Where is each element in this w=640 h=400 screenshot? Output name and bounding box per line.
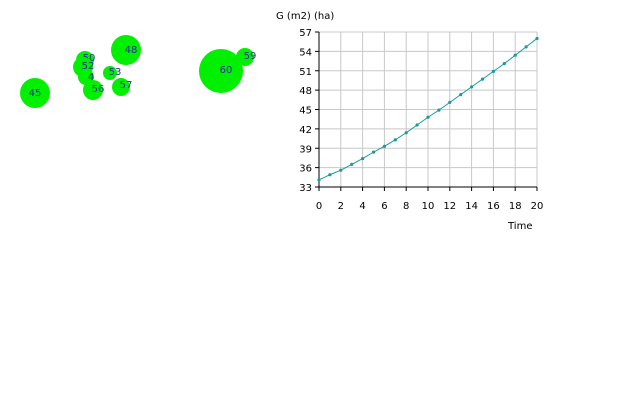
data-point <box>535 36 539 41</box>
tree-crown <box>112 78 130 96</box>
data-point <box>328 173 332 177</box>
tree-label: 4 <box>88 72 94 83</box>
data-point <box>404 131 408 135</box>
tree-crown <box>199 49 243 93</box>
y-tick-label: 54 <box>299 47 312 58</box>
y-axis-title: G (m2) (ha) <box>276 11 334 22</box>
data-point <box>470 85 474 89</box>
data-point <box>448 100 452 104</box>
data-point <box>415 123 419 127</box>
tree-48: 48 <box>111 35 141 65</box>
x-tick-label: 2 <box>338 201 344 212</box>
data-point <box>513 53 517 57</box>
y-tick-label: 51 <box>299 67 312 78</box>
data-point <box>382 144 386 148</box>
x-tick-label: 12 <box>443 201 456 212</box>
data-point <box>426 115 430 119</box>
data-point <box>350 162 354 166</box>
tree-60: 60 <box>199 49 243 93</box>
tree-crown <box>111 35 141 65</box>
data-point <box>491 69 495 73</box>
data-point <box>339 168 343 172</box>
tree-crown <box>20 78 50 108</box>
x-tick-label: 10 <box>422 201 435 212</box>
y-tick-label: 39 <box>299 144 312 155</box>
tree-label: 48 <box>125 45 138 56</box>
data-point <box>393 138 397 142</box>
data-point <box>371 150 376 154</box>
y-tick-label: 45 <box>299 106 312 117</box>
tree-57: 57 <box>112 78 132 96</box>
data-point <box>459 93 463 97</box>
tree-label: 59 <box>244 51 257 62</box>
x-tick-label: 8 <box>403 201 409 212</box>
chart-grid <box>319 31 538 187</box>
tree-label: 57 <box>120 80 133 91</box>
tree-crown <box>83 80 103 100</box>
chart-ticks: 33 36 39 42 45 48 51 54 57 0 2 4 6 8 10 12 14 16 18 20 <box>299 28 543 212</box>
tree-label: 52 <box>82 61 95 72</box>
x-tick-label: 18 <box>509 201 522 212</box>
y-tick-label: 48 <box>299 86 312 97</box>
x-axis-title: Time <box>507 221 532 232</box>
tree-45: 45 <box>20 78 50 108</box>
data-point <box>480 77 485 81</box>
data-point <box>361 156 365 161</box>
x-tick-label: 6 <box>381 201 387 212</box>
tree-53: 53 <box>103 66 121 80</box>
chart-series <box>317 36 539 182</box>
tree-label: 56 <box>92 84 105 95</box>
data-point <box>317 178 321 182</box>
data-point <box>524 45 528 49</box>
y-tick-label: 36 <box>299 164 312 175</box>
tree-label: 53 <box>109 67 122 78</box>
y-tick-label: 57 <box>299 28 312 39</box>
x-tick-label: 0 <box>316 201 322 212</box>
tree-56: 56 <box>83 80 104 100</box>
x-tick-label: 16 <box>487 201 500 212</box>
y-tick-label: 42 <box>299 125 312 136</box>
x-tick-label: 14 <box>465 201 478 212</box>
x-tick-label: 4 <box>359 201 365 212</box>
tree-label: 50 <box>83 53 96 64</box>
data-point <box>502 62 506 66</box>
tree-label: 45 <box>29 88 42 99</box>
tree-label: 60 <box>220 65 233 76</box>
x-tick-label: 20 <box>531 201 544 212</box>
tree-crown <box>103 66 117 80</box>
y-tick-label: 33 <box>299 183 312 194</box>
data-point <box>437 108 441 112</box>
